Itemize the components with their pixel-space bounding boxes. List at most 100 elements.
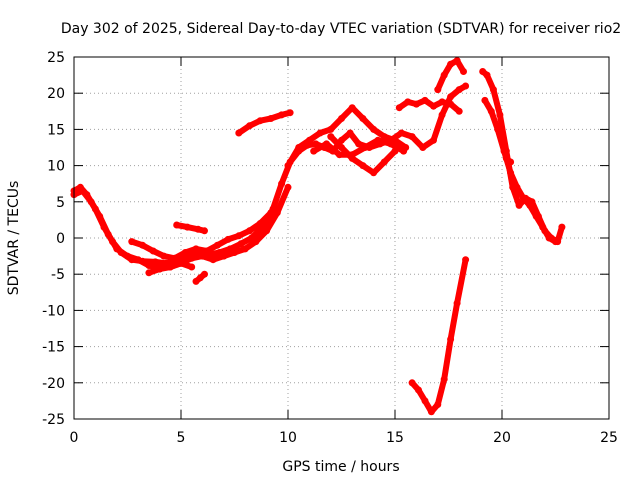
data-point [273,209,281,217]
x-tick-label: 5 [177,430,186,446]
data-point [124,252,131,260]
data-point [220,252,228,260]
series-arc-11 [395,96,463,115]
data-point [558,223,566,231]
data-point [434,401,442,408]
x-tick-label: 15 [386,430,404,446]
data-point [370,125,378,133]
data-point [380,158,388,166]
data-point [284,162,292,170]
y-tick-label: 15 [47,122,65,138]
data-point [171,254,179,262]
data-point [338,144,345,151]
data-point [397,129,405,137]
series-arc-4 [145,259,196,277]
data-point [455,86,463,94]
data-point [145,269,153,277]
data-point [241,245,249,253]
data-series [70,57,566,416]
data-point [295,144,303,151]
series-arc-14 [481,96,559,246]
data-point [415,386,422,394]
data-point [408,379,416,387]
data-point [346,129,354,137]
data-point [284,183,292,191]
data-point [487,107,495,115]
data-point [430,102,437,110]
data-point [128,238,136,246]
x-tick-label: 10 [279,430,297,446]
data-point [310,147,318,155]
data-point [181,249,189,256]
data-point [359,115,367,122]
y-axis-title: SDTVAR / TECUs [6,181,22,296]
data-point [305,136,313,144]
data-point [453,299,461,307]
series-arc-9 [327,133,399,177]
data-point [453,57,461,65]
data-point [481,96,489,104]
data-point [462,82,470,90]
y-tick-label: -20 [42,376,65,392]
data-point [235,232,243,240]
data-point [177,259,185,267]
data-point [149,247,157,255]
data-point [412,100,420,108]
data-point [348,104,356,112]
data-point [539,223,547,231]
data-point [370,169,378,177]
data-point [532,212,540,220]
data-point [380,133,388,141]
data-point [507,169,515,177]
data-point [198,252,206,260]
data-point [173,221,181,229]
data-point [267,209,275,217]
data-point [235,129,243,137]
data-point [355,140,363,148]
data-point [188,263,196,271]
data-point [145,262,153,269]
data-point [192,245,200,253]
data-point [440,71,448,79]
y-tick-label: 0 [56,231,65,247]
x-tick-label: 20 [493,430,511,446]
data-point [483,71,491,79]
data-point [455,107,463,115]
data-point [79,187,87,195]
data-point [267,115,275,122]
data-point [213,241,221,249]
y-tick-label: 5 [56,195,65,211]
data-point [400,147,408,155]
data-point [359,162,367,170]
data-point [209,256,217,264]
series-arc-12 [434,57,467,94]
x-axis-title: GPS time / hours [282,459,399,475]
data-point [552,238,559,246]
data-point [327,133,335,141]
data-point [391,147,399,155]
y-tick-label: 20 [47,86,65,102]
data-point [183,223,191,231]
plot-frame [73,56,610,420]
data-point [421,397,429,405]
data-point [203,247,211,255]
data-point [387,140,395,148]
data-point [489,86,497,94]
data-point [526,201,534,209]
data-point [160,252,168,260]
data-point [188,254,196,262]
data-point [507,158,515,166]
data-point [494,125,502,133]
data-point [404,98,412,106]
data-point [286,109,294,117]
data-point [156,265,164,273]
data-point [316,129,324,137]
data-point [278,111,286,119]
data-point [545,234,553,242]
data-point [430,136,437,144]
data-point [246,227,253,235]
series-arc-16 [408,256,470,416]
data-point [104,230,112,238]
